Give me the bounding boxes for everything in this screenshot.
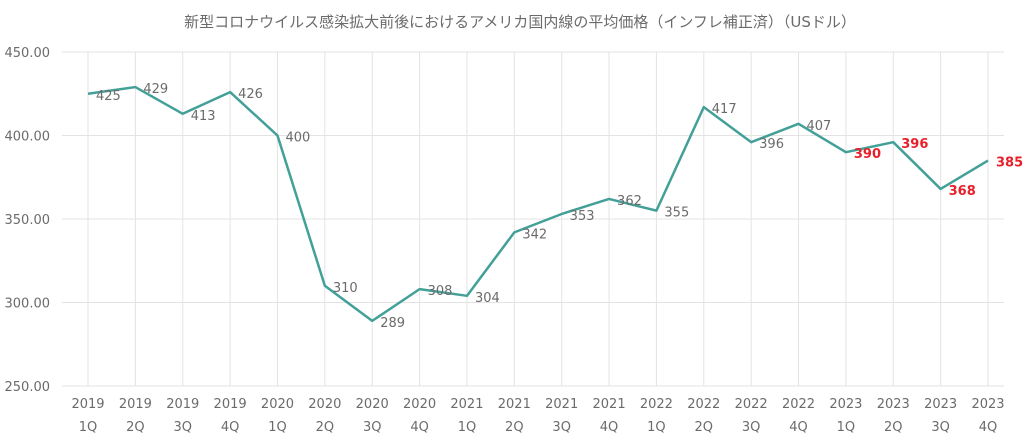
data-label: 396 [901,137,928,152]
y-tick-label: 350.00 [5,213,51,228]
x-tick-label-quarter: 2Q [505,420,524,435]
x-tick-label-quarter: 4Q [789,420,808,435]
x-tick-label-quarter: 4Q [410,420,429,435]
x-tick-label-quarter: 1Q [458,420,477,435]
data-label: 407 [807,119,832,134]
x-tick-label-year: 2020 [308,397,341,412]
data-label: 400 [285,131,310,146]
series-line [87,85,989,323]
x-tick-label-year: 2020 [356,397,389,412]
x-tick-label-quarter: 3Q [742,420,761,435]
x-tick-label-quarter: 3Q [552,420,571,435]
x-tick-label-quarter: 1Q [268,420,287,435]
x-axis-ticks: 2019 1Q 2019 2Q 2019 3Q 2019 4Q 2020 1Q 2020 2Q 2020… [71,397,1004,435]
data-label: 342 [522,227,547,242]
data-label-layer: 425 429 413 426 400 310 289 308 304 342 353 362 355 4… [96,82,1023,331]
data-label: 310 [333,281,358,296]
data-label: 390 [854,147,881,162]
x-tick-label-quarter: 4Q [979,420,998,435]
x-tick-label-quarter: 1Q [647,420,666,435]
x-tick-label-year: 2019 [71,397,104,412]
data-label: 353 [570,209,595,224]
data-label: 413 [191,109,216,124]
x-tick-label-year: 2023 [829,397,862,412]
data-label: 396 [759,137,784,152]
x-tick-label-quarter: 2Q [126,420,145,435]
x-tick-label-year: 2020 [403,397,436,412]
y-tick-label: 250.00 [5,380,51,395]
data-label: 385 [996,156,1023,171]
x-tick-label-year: 2019 [119,397,152,412]
data-label: 417 [712,102,737,117]
y-tick-label: 400.00 [5,130,51,145]
x-tick-label-quarter: 3Q [931,420,950,435]
x-tick-label-quarter: 2Q [884,420,903,435]
x-tick-label-year: 2021 [498,397,531,412]
x-tick-label-year: 2020 [261,397,294,412]
x-tick-label-year: 2022 [735,397,768,412]
x-tick-label-year: 2021 [545,397,578,412]
x-tick-label-quarter: 4Q [600,420,619,435]
x-tick-label-year: 2023 [971,397,1004,412]
x-tick-label-quarter: 3Q [173,420,192,435]
x-tick-label-year: 2021 [450,397,483,412]
x-tick-label-year: 2022 [782,397,815,412]
data-label: 426 [238,87,263,102]
x-tick-label-quarter: 2Q [316,420,335,435]
y-axis-ticks: 250.00 300.00 350.00 400.00 450.00 [5,46,51,395]
data-label: 289 [380,316,405,331]
x-tick-label-year: 2023 [877,397,910,412]
y-tick-label: 450.00 [5,46,51,61]
chart-title: 新型コロナウイルス感染拡大前後におけるアメリカ国内線の平均価格（インフレ補正済）… [184,13,856,31]
data-label: 368 [949,184,976,199]
x-tick-label-year: 2022 [687,397,720,412]
data-label: 425 [96,89,121,104]
x-tick-label-quarter: 4Q [221,420,240,435]
x-tick-label-quarter: 1Q [837,420,856,435]
data-label: 355 [664,206,689,221]
x-tick-label-year: 2019 [214,397,247,412]
x-tick-label-quarter: 1Q [79,420,98,435]
data-label: 304 [475,291,500,306]
series-layer [87,85,989,323]
x-tick-label-year: 2022 [640,397,673,412]
y-tick-label: 300.00 [5,297,51,312]
x-tick-label-quarter: 2Q [695,420,714,435]
x-tick-label-quarter: 3Q [363,420,382,435]
grid-layer [62,51,1004,387]
x-tick-label-year: 2019 [166,397,199,412]
data-label: 362 [617,194,642,209]
data-label: 429 [143,82,168,97]
x-tick-label-year: 2023 [924,397,957,412]
data-label: 308 [428,284,453,299]
x-tick-label-year: 2021 [593,397,626,412]
